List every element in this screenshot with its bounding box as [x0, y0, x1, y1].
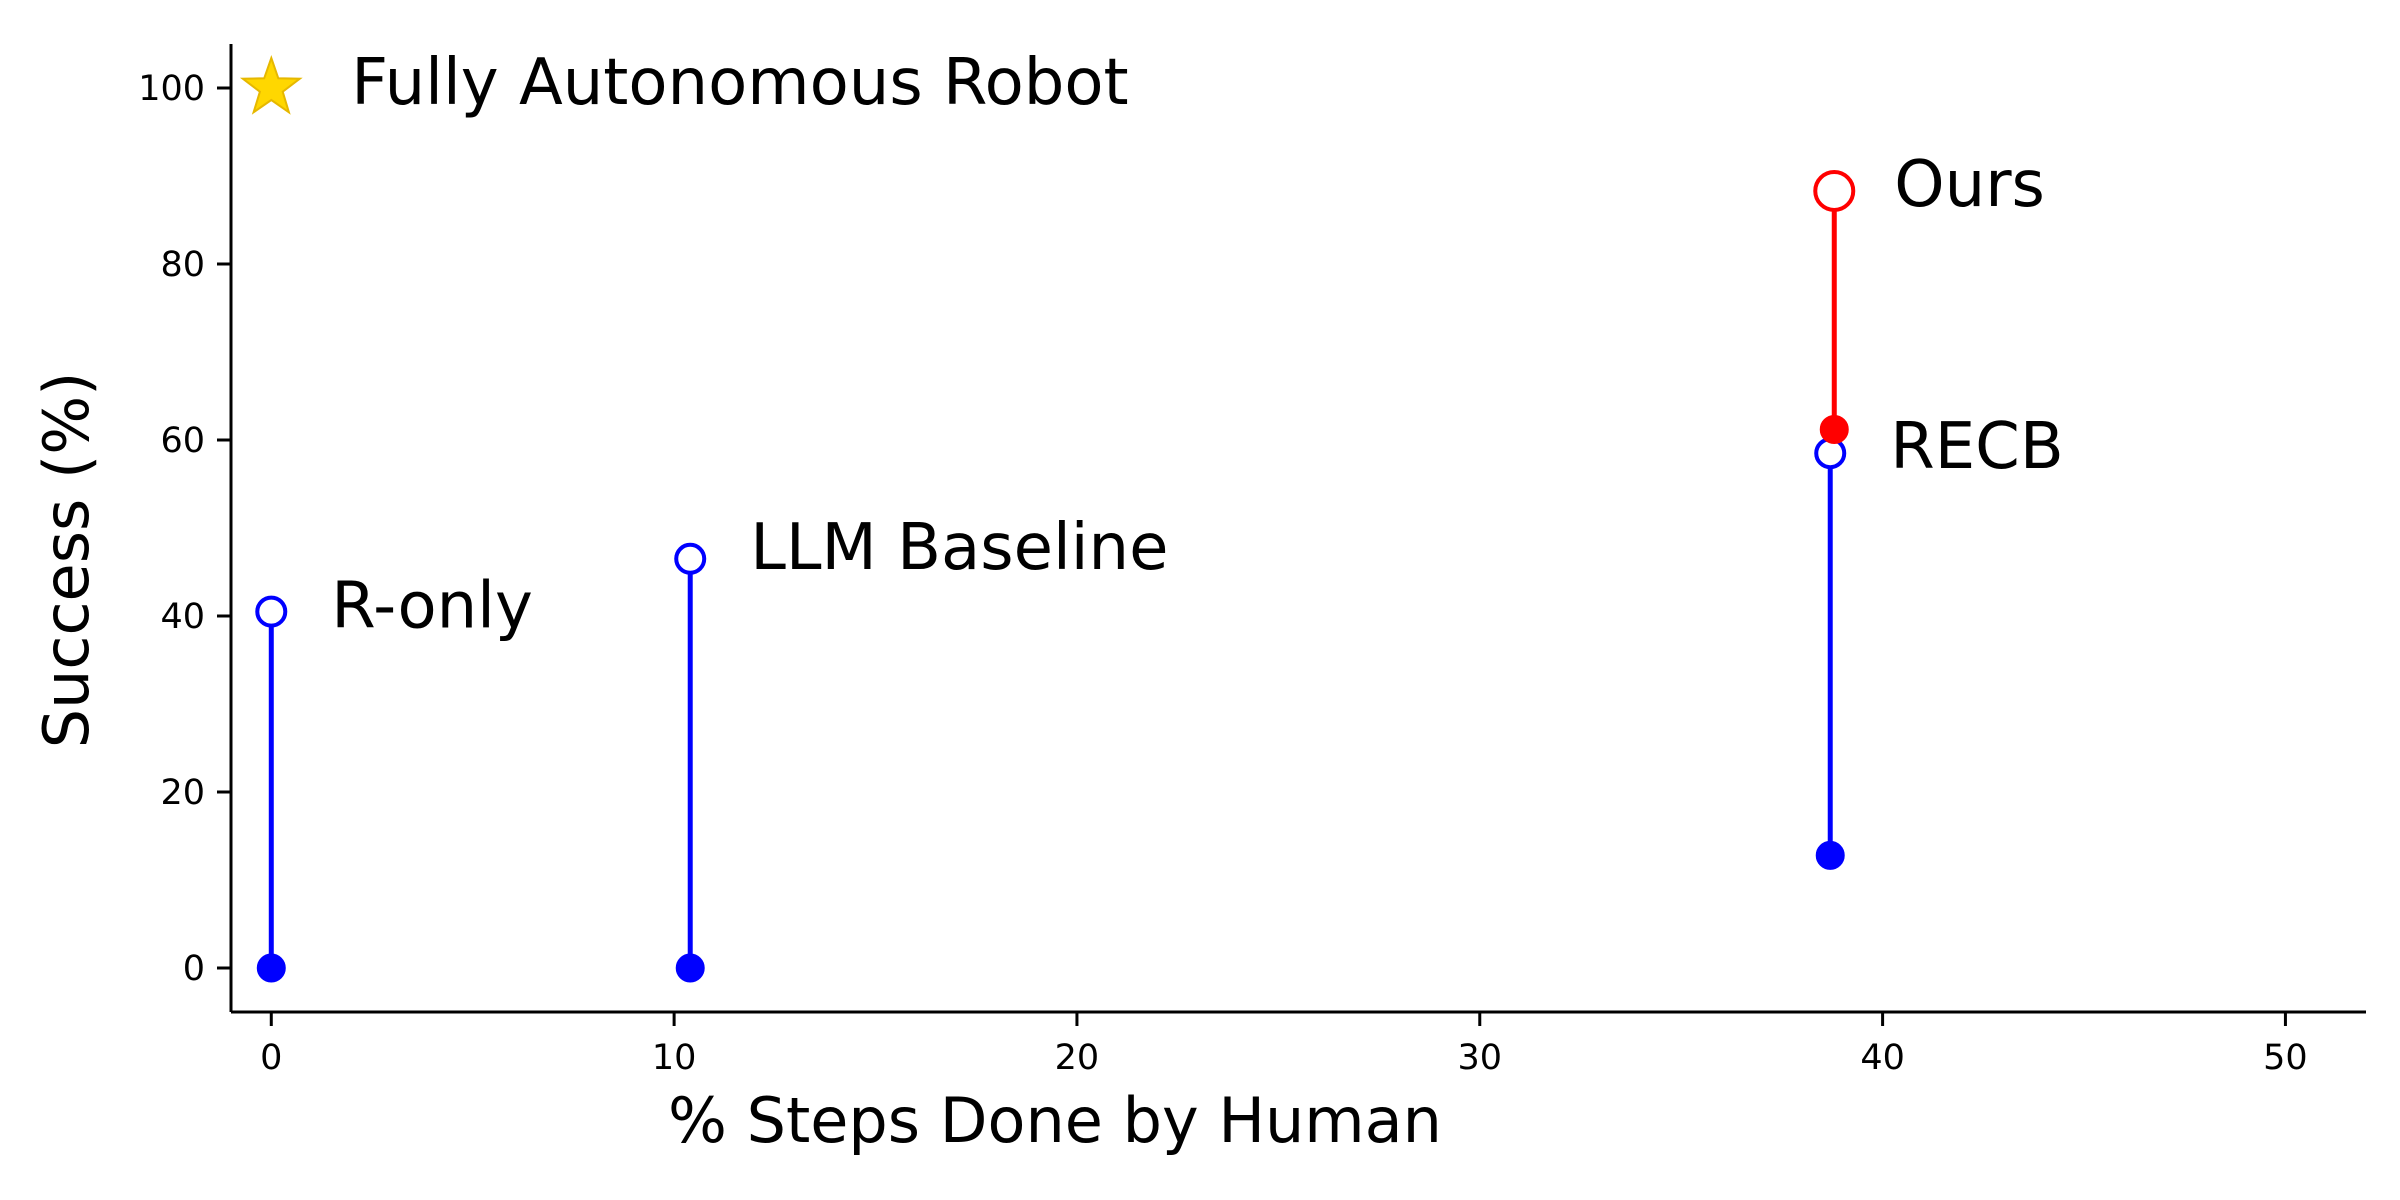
x-tick-label: 40: [1860, 1038, 1905, 1078]
point-label-fully-autonomous-robot: Fully Autonomous Robot: [351, 46, 1128, 120]
x-axis-label: % Steps Done by Human: [668, 1084, 1442, 1157]
low-marker-llm-baseline: [675, 953, 705, 983]
high-marker-llm-baseline: [674, 542, 707, 575]
x-tick-label: 30: [1458, 1038, 1503, 1078]
low-marker-r-only: [256, 953, 286, 983]
point-label-llm-baseline: LLM Baseline: [750, 511, 1168, 585]
axes: 0 10 20 30 40 50 0 20 40 60 80 100: [138, 44, 2366, 1078]
x-tick-label: 50: [2263, 1038, 2308, 1078]
chart-marks: [239, 54, 1856, 983]
y-tick-label: 60: [160, 421, 205, 461]
y-tick-label: 20: [160, 773, 205, 813]
high-marker-r-only: [255, 595, 288, 628]
y-tick-label: 80: [160, 245, 205, 285]
high-marker-ours: [1813, 169, 1856, 212]
point-label-r-only: R-only: [331, 570, 533, 644]
x-tick-label: 20: [1055, 1038, 1100, 1078]
x-tick-label: 10: [652, 1038, 697, 1078]
point-label-recb: RECB: [1890, 410, 2064, 484]
high-marker-recb: [1814, 437, 1847, 470]
chart-labels: Fully Autonomous Robot R-only LLM Baseline…: [331, 46, 2063, 644]
x-tick-label: 0: [260, 1038, 282, 1078]
y-tick-label: 40: [160, 597, 205, 637]
low-marker-ours: [1819, 414, 1849, 444]
y-tick-label: 100: [138, 69, 205, 109]
point-label-ours: Ours: [1894, 148, 2045, 222]
low-marker-recb: [1815, 840, 1845, 870]
star-marker-fully-autonomous-robot: [239, 54, 303, 115]
y-axis-label: Success (%): [30, 372, 103, 749]
y-tick-label: 0: [183, 949, 205, 989]
